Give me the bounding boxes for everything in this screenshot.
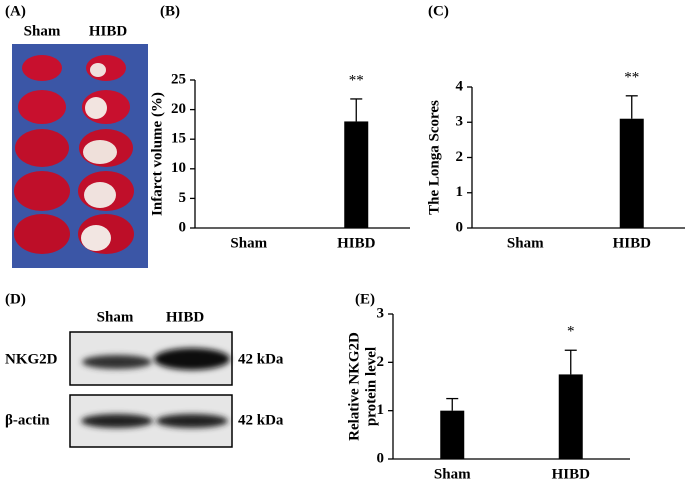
y-axis-label: The Longa Scores <box>426 100 442 215</box>
x-tick-label: HIBD <box>552 466 591 482</box>
x-tick-label: HIBD <box>337 235 376 251</box>
panel-label: (A) <box>5 3 26 19</box>
x-tick-label: Sham <box>507 235 544 251</box>
x-tick-label: Sham <box>434 466 471 482</box>
y-tick-label: 3 <box>377 305 385 321</box>
y-tick-label: 3 <box>456 114 464 130</box>
size-label: 42 kDa <box>238 412 284 428</box>
y-tick-label: 10 <box>171 160 186 176</box>
panel-label: (B) <box>160 3 180 19</box>
y-tick-label: 15 <box>171 131 186 147</box>
y-tick-label: 2 <box>377 354 385 370</box>
y-tick-label: 2 <box>456 149 464 165</box>
significance: * <box>567 324 575 340</box>
row-label: β-actin <box>5 412 50 428</box>
bar <box>440 410 465 459</box>
y-tick-label: 0 <box>179 219 187 235</box>
western-blot <box>69 331 233 448</box>
y-axis-label: Relative NKG2D <box>346 332 362 441</box>
column-label: Sham <box>24 23 61 39</box>
row-label: NKG2D <box>5 351 58 367</box>
column-label: HIBD <box>166 309 205 325</box>
column-label: Sham <box>97 309 134 325</box>
y-tick-label: 4 <box>456 78 464 94</box>
bar <box>619 118 644 228</box>
column-label: HIBD <box>89 23 128 39</box>
bar <box>558 374 583 459</box>
y-tick-label: 20 <box>171 101 186 117</box>
y-tick-label: 1 <box>377 402 385 418</box>
y-tick-label: 25 <box>171 71 186 87</box>
y-tick-label: 0 <box>377 450 385 466</box>
x-tick-label: HIBD <box>613 235 652 251</box>
x-tick-label: Sham <box>230 235 267 251</box>
size-label: 42 kDa <box>238 351 284 367</box>
panel-label: (E) <box>355 291 375 307</box>
bar <box>344 121 369 228</box>
significance: ** <box>624 69 639 85</box>
panel-label: (D) <box>5 291 26 307</box>
y-axis-label: protein level <box>363 347 379 426</box>
panel-label: (C) <box>428 3 449 19</box>
significance: ** <box>349 72 364 88</box>
y-axis-label: Infarct volume (%) <box>149 92 165 216</box>
brain-slices-photo <box>12 44 148 268</box>
y-tick-label: 5 <box>179 190 187 206</box>
y-tick-label: 0 <box>456 219 464 235</box>
y-tick-label: 1 <box>456 184 464 200</box>
